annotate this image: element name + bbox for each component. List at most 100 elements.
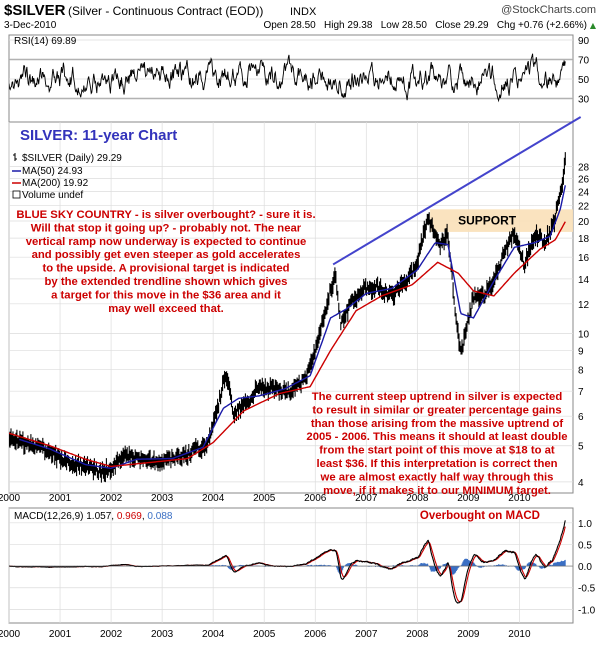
x-tick-label: 2005	[253, 629, 276, 640]
rsi-tick-label: 30	[578, 95, 590, 106]
annotation-line: The current steep uptrend in silver is e…	[312, 391, 563, 403]
x-tick-label: 2007	[355, 629, 378, 640]
annotation-line: and possibly get even steeper as gold ac…	[32, 249, 301, 261]
price-tick-label: 10	[578, 329, 590, 340]
annotation-line: BLUE SKY COUNTRY - is silver overbought?…	[16, 209, 315, 221]
watermark: @StockCharts.com	[501, 4, 596, 16]
rsi-tick-label: 50	[578, 75, 590, 86]
legend-ma50: MA(50) 24.93	[12, 166, 83, 177]
price-tick-label: 6	[578, 412, 584, 423]
support-zone	[430, 209, 573, 232]
ma200-line	[9, 221, 566, 468]
macd-tick-label: 0.5	[578, 540, 592, 551]
annotation-line: we are almost exactly half way through t…	[320, 471, 554, 483]
macd-tick-label: -0.5	[578, 584, 596, 595]
legend-silver-label: $SILVER (Daily) 29.29	[22, 153, 122, 164]
price-bars	[9, 152, 566, 483]
rsi-line	[9, 53, 566, 103]
macd-label-sep: ,	[142, 511, 148, 522]
x-tick-label: 2003	[151, 629, 174, 640]
rsi-label: RSI(14) 69.89	[14, 36, 77, 47]
legend-ma50-label: MA(50) 24.93	[22, 166, 83, 177]
annotation-line: to result in similar or greater percenta…	[312, 404, 561, 416]
macd-annotation: Overbought on MACD	[420, 510, 540, 522]
x-tick-label: 2008	[406, 629, 429, 640]
x-tick-label: 2005	[253, 493, 276, 504]
annotation-line: vertical ramp now underway is expected t…	[26, 236, 307, 248]
change-up-icon: ▲	[590, 21, 597, 30]
x-tick-label: 2010	[508, 629, 531, 640]
annotation-blue-sky: BLUE SKY COUNTRY - is silver overbought?…	[16, 209, 315, 315]
x-tick-label: 2004	[202, 629, 225, 640]
x-tick-label: 2000	[0, 493, 21, 504]
price-tick-label: 8	[578, 366, 584, 377]
legend-volume: Volume undef	[12, 190, 83, 201]
macd-tick-label: 1.0	[578, 519, 592, 530]
trendline	[332, 116, 582, 266]
price-tick-label: 5	[578, 442, 584, 453]
price-tick-label: 4	[578, 478, 584, 489]
x-tick-label: 2008	[406, 493, 429, 504]
price-legend: $SILVER (Daily) 29.29 MA(50) 24.93 MA(20…	[12, 153, 122, 201]
price-tick-label: 9	[578, 346, 584, 357]
x-tick-label: 2001	[49, 493, 72, 504]
chart-title: SILVER: 11-year Chart	[20, 127, 177, 144]
symbol-description: (Silver - Continuous Contract (EOD))	[68, 4, 263, 18]
macd-tick-label: -1.0	[578, 605, 596, 616]
x-tick-label: 2009	[457, 629, 480, 640]
price-tick-label: 28	[578, 162, 590, 173]
x-tick-label: 2002	[100, 629, 123, 640]
ma50-line	[18, 185, 566, 470]
annotation-line: to the upside. A provisional target is i…	[42, 263, 289, 275]
macd-line	[9, 520, 566, 604]
legend-volume-label: Volume undef	[22, 190, 83, 201]
legend-volume-swatch	[12, 190, 21, 199]
symbol-title: $SILVER	[4, 2, 66, 19]
legend-bar-icon	[13, 153, 17, 161]
annotation-line: may well exceed that.	[108, 303, 224, 315]
annotation-line: than those arising from the massive uptr…	[311, 418, 564, 430]
price-tick-label: 26	[578, 175, 590, 186]
legend-ma200-label: MA(200) 19.92	[22, 178, 89, 189]
annotation-line: a target for this move in the $36 area a…	[51, 289, 281, 301]
rsi-tick-label: 70	[578, 56, 590, 67]
macd-label-hist: 0.088	[147, 511, 172, 522]
annotation-uptrend: The current steep uptrend in silver is e…	[306, 391, 567, 497]
annotation-line: from the start point of this move at $18…	[319, 445, 555, 457]
macd-label-main: MACD(12,26,9) 1.057,	[14, 511, 117, 522]
macd-panel	[8, 507, 574, 624]
annotation-line: Will that stop it going up? - probably n…	[31, 222, 302, 234]
x-tick-label: 2001	[49, 629, 72, 640]
rsi-tick-label: 90	[578, 36, 590, 47]
price-tick-label: 14	[578, 275, 590, 286]
legend-ma200: MA(200) 19.92	[12, 178, 89, 189]
price-tick-label: 24	[578, 187, 590, 198]
exchange-label: INDX	[290, 6, 317, 18]
annotation-line: least $36. If this interpretation is cor…	[316, 458, 557, 470]
x-tick-label: 2002	[100, 493, 123, 504]
rsi-reference-band	[9, 97, 573, 100]
price-tick-label: 7	[578, 387, 584, 398]
price-tick-label: 16	[578, 253, 590, 264]
macd-tick-label: 0.0	[578, 562, 592, 573]
header-date: 3-Dec-2010	[4, 20, 57, 31]
x-tick-label: 2006	[304, 629, 327, 640]
x-tick-label: 2009	[457, 493, 480, 504]
support-label: SUPPORT	[458, 214, 517, 228]
legend-silver: $SILVER (Daily) 29.29	[13, 153, 122, 164]
annotation-line: by the extended trendline shown which gi…	[45, 276, 288, 288]
x-tick-label: 2010	[508, 493, 531, 504]
ohlc-readout: Open 28.50 High 29.38 Low 28.50 Close 29…	[263, 20, 587, 31]
x-tick-label: 2003	[151, 493, 174, 504]
annotation-line: move, if it makes it to our MINIMUM targ…	[323, 485, 551, 497]
price-tick-label: 18	[578, 234, 590, 245]
annotation-line: 2005 - 2006. This means it should at lea…	[306, 431, 567, 443]
rsi-reference-band	[9, 58, 573, 61]
price-tick-label: 22	[578, 202, 590, 213]
x-tick-label: 2000	[0, 629, 21, 640]
macd-label: MACD(12,26,9) 1.057, 0.969, 0.088	[14, 511, 173, 522]
price-tick-label: 12	[578, 300, 590, 311]
x-tick-label: 2006	[304, 493, 327, 504]
x-tick-label: 2007	[355, 493, 378, 504]
